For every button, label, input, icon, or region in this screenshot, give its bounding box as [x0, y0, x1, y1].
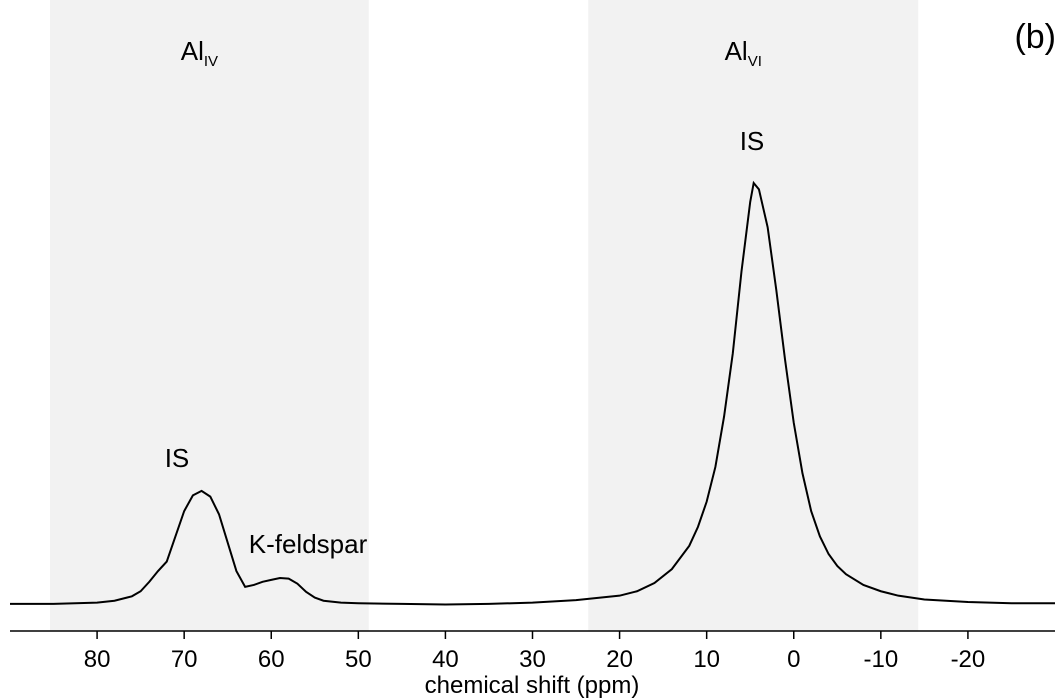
peak-annotation: IS	[740, 126, 765, 156]
x-tick-label: 40	[432, 646, 459, 673]
x-tick-label: 30	[519, 646, 546, 673]
region-label: AlVI	[725, 36, 762, 70]
region-label-sub: VI	[748, 53, 762, 70]
spectrum-line	[10, 180, 1055, 606]
region-label: AlIV	[181, 36, 218, 70]
x-tick-label: 50	[345, 646, 372, 673]
x-tick-label: 20	[606, 646, 633, 673]
region-label-sub: IV	[204, 53, 218, 70]
x-tick-label: 60	[258, 646, 285, 673]
x-tick-label: 80	[84, 646, 111, 673]
x-tick-label: -10	[863, 646, 898, 673]
region-label-main: Al	[181, 36, 204, 66]
x-tick-label: -20	[951, 646, 986, 673]
panel-label: (b)	[1014, 18, 1056, 56]
region-label-main: Al	[725, 36, 748, 66]
peak-annotation: K-feldspar	[249, 529, 368, 559]
x-tick-label: 10	[693, 646, 720, 673]
shaded-region	[588, 0, 919, 631]
x-tick-label: 70	[171, 646, 198, 673]
x-tick-label: 0	[787, 646, 800, 673]
shaded-region	[50, 0, 369, 631]
peak-annotation: IS	[165, 443, 190, 473]
x-axis-label: chemical shift (ppm)	[425, 672, 640, 699]
